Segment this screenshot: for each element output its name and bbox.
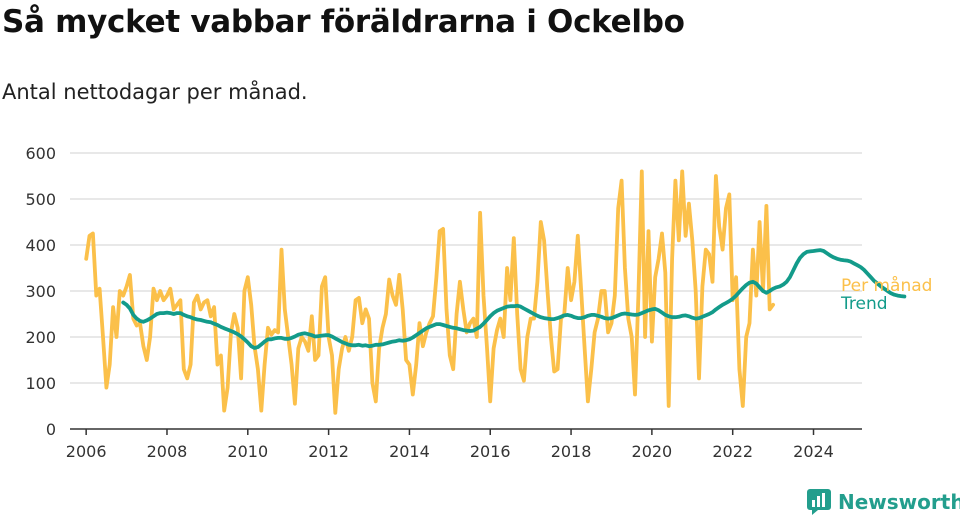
chart-subtitle: Antal nettodagar per månad.	[2, 80, 308, 104]
y-tick-label: 0	[46, 420, 56, 439]
y-tick-label: 200	[25, 328, 56, 347]
newsworthy-logo-icon	[807, 489, 831, 515]
x-tick-label: 2008	[147, 442, 188, 461]
y-tick-label: 300	[25, 282, 56, 301]
x-tick-label: 2020	[632, 442, 673, 461]
chart-title: Så mycket vabbar föräldrarna i Ockelbo	[2, 4, 685, 40]
y-tick-label: 500	[25, 190, 56, 209]
series-line-monthly	[84, 169, 775, 415]
series-label-trend: Trend	[840, 294, 888, 314]
brand-name: Newsworthy	[838, 490, 960, 514]
x-tick-label: 2012	[308, 442, 349, 461]
x-tick-label: 2022	[712, 442, 753, 461]
series-line-trend	[121, 248, 907, 350]
series-label-monthly: Per månad	[841, 275, 932, 296]
x-tick-label: 2018	[551, 442, 592, 461]
x-tick-label: 2006	[66, 442, 107, 461]
y-tick-label: 600	[25, 144, 56, 163]
brand-logo[interactable]: Newsworthy	[806, 488, 960, 516]
x-tick-label: 2016	[470, 442, 511, 461]
x-tick-label: 2010	[227, 442, 268, 461]
gridlines	[70, 152, 862, 384]
x-tick-label: 2014	[389, 442, 430, 461]
axes: 0 100 200 300 400 500 600 2006 2008 2010 2012 2014 2…	[25, 144, 862, 461]
y-tick-label: 400	[25, 236, 56, 255]
x-tick-label: 2024	[793, 442, 834, 461]
series	[84, 169, 907, 415]
y-tick-label: 100	[25, 374, 56, 393]
